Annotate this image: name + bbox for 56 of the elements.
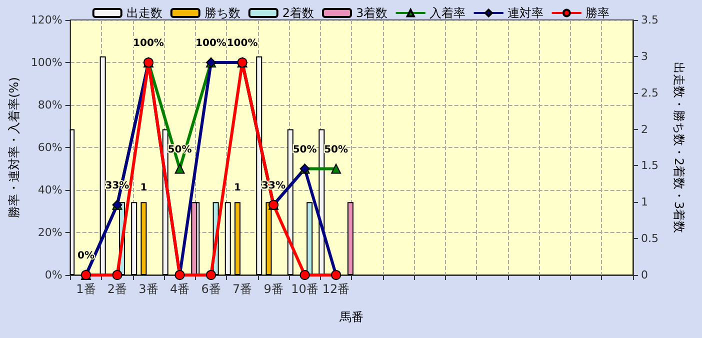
y2-tick-label: 2.5 <box>641 86 658 100</box>
x-tick-label: 7番 <box>232 282 252 296</box>
x-tick-label: 9番 <box>264 282 284 296</box>
data-label: 50% <box>324 144 348 156</box>
bar <box>191 202 198 275</box>
x-tick-label: 6番 <box>201 282 221 296</box>
legend-label: 勝率 <box>586 6 610 20</box>
y-tick-label: 20% <box>38 226 62 239</box>
bar <box>140 202 147 275</box>
x-tick-label: 12番 <box>322 282 350 296</box>
y-tick-label: 60% <box>38 141 62 154</box>
point <box>331 164 342 174</box>
y2-tick-label: 1 <box>641 196 648 209</box>
data-label: 100% <box>133 38 164 49</box>
bar <box>234 202 240 275</box>
data-label: 1 <box>234 182 241 194</box>
bar <box>347 202 354 275</box>
y-tick-label: 40% <box>38 184 62 196</box>
y-axis-title: 勝率・連対率・入着率(%) <box>7 77 21 218</box>
bar <box>100 56 106 275</box>
data-label: 1 <box>140 182 148 194</box>
bar <box>287 129 294 275</box>
legend-label: 出走数 <box>126 6 162 20</box>
y-tick-label: 80% <box>38 98 62 112</box>
data-label: 100% <box>226 38 258 49</box>
y-tick-label: 100% <box>30 56 62 69</box>
y2-tick-label: 0.5 <box>641 232 658 246</box>
x-tick-label: 3番 <box>138 282 158 296</box>
y-tick-label: 120% <box>30 14 62 26</box>
bar <box>131 202 138 275</box>
bar <box>256 56 262 275</box>
y2-tick-label: 1.5 <box>641 159 658 172</box>
legend-label: 入着率 <box>430 6 466 20</box>
y2-axis-title: 出走数・勝ち数・2着数・3着数 <box>672 62 686 234</box>
legend-label: 連対率 <box>508 6 544 20</box>
bar <box>224 202 231 275</box>
y-tick-label: 0% <box>44 268 62 282</box>
legend-label: 3着数 <box>356 6 388 20</box>
x-tick-label: 1番 <box>76 282 96 296</box>
y2-tick-label: 0 <box>641 268 648 282</box>
x-tick-label: 4番 <box>170 282 190 296</box>
x-tick-label: 10番 <box>291 282 318 296</box>
bar <box>70 129 75 275</box>
legend-label: 勝ち数 <box>204 6 240 20</box>
point <box>174 164 185 174</box>
point <box>300 270 310 280</box>
legend-label: 2着数 <box>282 6 314 20</box>
y2-tick-label: 2 <box>641 122 648 136</box>
y2-tick-label: 3 <box>641 50 648 63</box>
data-label: 100% <box>196 38 226 49</box>
data-label: 50% <box>292 144 317 156</box>
x-axis-title: 馬番 <box>338 310 364 324</box>
point <box>112 270 122 280</box>
y2-tick-label: 3.5 <box>641 14 658 26</box>
x-tick-label: 2番 <box>107 282 128 296</box>
point <box>206 270 216 280</box>
